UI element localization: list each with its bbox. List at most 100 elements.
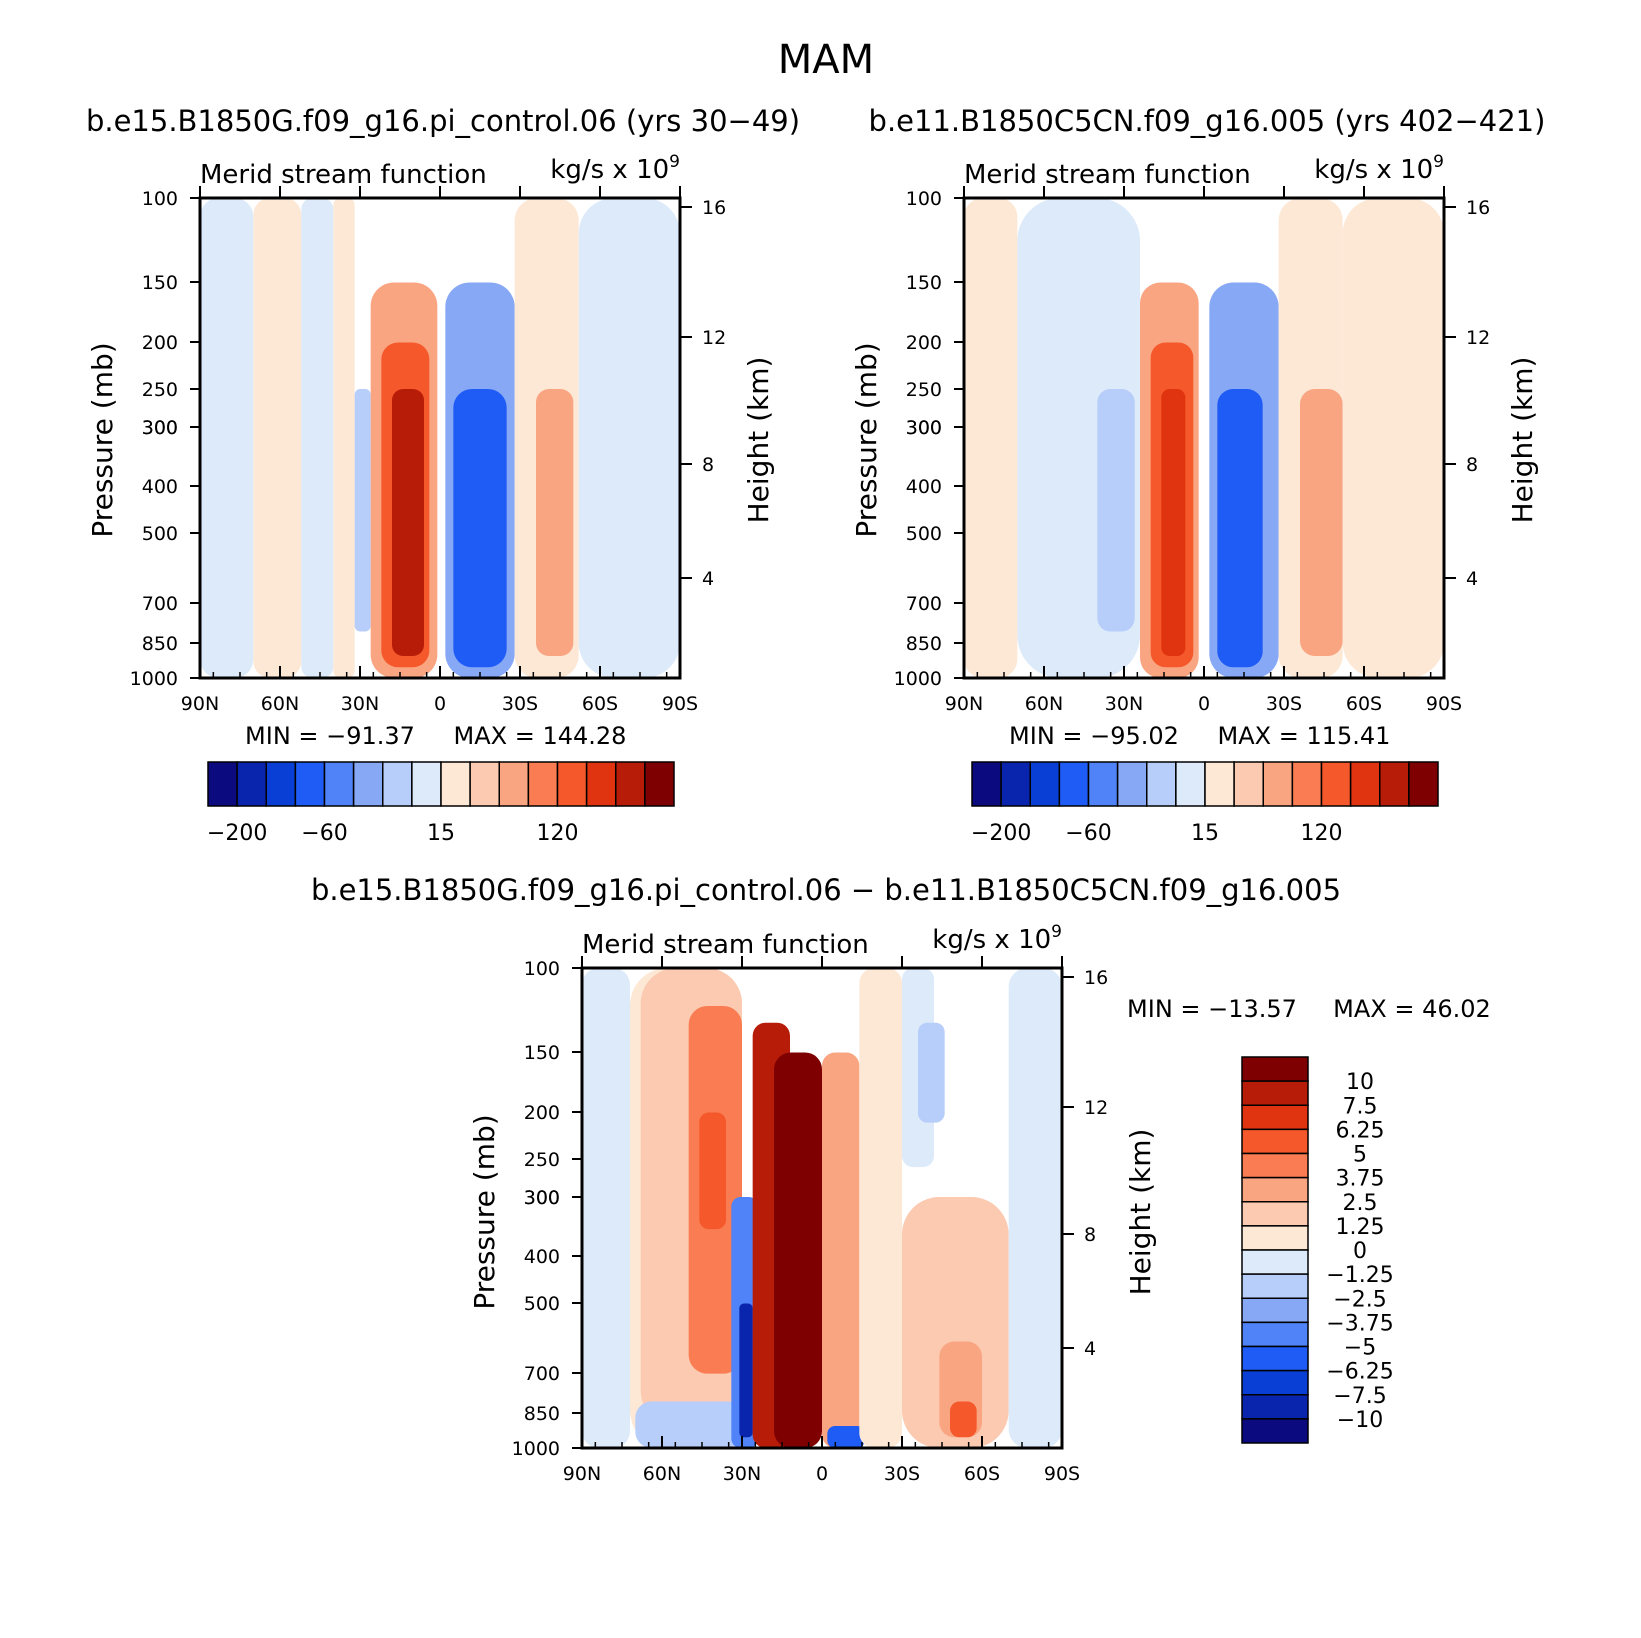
panel-1-colorbar: −200 −60 15 120 <box>207 761 675 846</box>
height-tick-label: 12 <box>1084 1097 1108 1119</box>
colorbar-swatch <box>1241 1080 1309 1106</box>
colorbar-label: 6.25 <box>1336 1118 1385 1143</box>
colorbar-swatch <box>1058 761 1090 807</box>
y-tick-label: 150 <box>142 272 178 294</box>
contour-cell-11 <box>827 1426 865 1448</box>
contour-cell-10 <box>822 1052 860 1448</box>
y-tick-label: 300 <box>524 1187 560 1209</box>
colorbar-swatch <box>1241 1297 1309 1324</box>
panel-1-title: b.e15.B1850G.f09_g16.pi_control.06 (yrs … <box>86 104 800 138</box>
colorbar-swatch <box>615 761 646 807</box>
contour-cell-2 <box>301 198 334 678</box>
y-tick-label: 700 <box>142 593 178 615</box>
y-tick-label: 100 <box>524 958 560 980</box>
height-tick-label: 8 <box>1084 1224 1096 1246</box>
panel-1-ylabel-right: Height (km) <box>742 357 775 524</box>
contour-cell-5 <box>635 1401 748 1448</box>
y-tick-label: 300 <box>906 417 942 439</box>
contour-cell-12 <box>859 968 902 1448</box>
colorbar-swatch <box>1233 761 1264 807</box>
contour-cell-0 <box>964 198 1018 678</box>
contour-cell-9 <box>1300 389 1343 657</box>
colorbar-label: 15 <box>1191 821 1219 846</box>
colorbar-label: −200 <box>971 821 1031 846</box>
y-tick-label: 850 <box>524 1403 560 1425</box>
panel-1: Merid stream function kg/s x 109 90N 60N 3… <box>86 152 775 846</box>
y-tick-label: 200 <box>906 332 942 354</box>
contour-cell-4 <box>699 1112 726 1230</box>
y-tick-label: 250 <box>524 1149 560 1171</box>
panel-3-plot: 90N 60N 30N 0 30S 60S 90S100150200250300300400… <box>512 956 1108 1485</box>
panel-3-title: b.e15.B1850G.f09_g16.pi_control.06 − b.e… <box>311 873 1341 907</box>
colorbar-label: 0 <box>1353 1239 1367 1264</box>
x-tick-label: 60S <box>1346 693 1382 715</box>
contour-cell-14 <box>918 1022 945 1123</box>
y-tick-label: 300 <box>142 417 178 439</box>
panel-1-max-label: MAX = 144.28 <box>454 722 627 750</box>
colorbar-swatch <box>382 761 413 807</box>
colorbar-label: −5 <box>1344 1336 1376 1361</box>
colorbar-label: 2.5 <box>1343 1191 1378 1216</box>
x-tick-label: 60N <box>1025 693 1063 715</box>
y-tick-label: 200 <box>142 332 178 354</box>
colorbar-label: 5 <box>1353 1143 1367 1168</box>
colorbar-label: −10 <box>1337 1408 1383 1433</box>
colorbar-swatch <box>1408 761 1439 807</box>
y-tick-label: 850 <box>142 633 178 655</box>
x-tick-label: 90N <box>181 693 219 715</box>
panel-2-max-label: MAX = 115.41 <box>1218 722 1391 750</box>
height-tick-label: 4 <box>702 568 714 590</box>
colorbar-swatch <box>1241 1225 1309 1251</box>
colorbar-swatch <box>1241 1104 1309 1131</box>
y-tick-label: 300 <box>524 1187 560 1209</box>
y-tick-label: 500 <box>142 523 178 545</box>
contour-cell-12 <box>578 198 680 678</box>
y-tick-label: 250 <box>906 379 942 401</box>
colorbar-swatch <box>1175 761 1206 807</box>
height-tick-label: 12 <box>1466 327 1490 349</box>
colorbar-swatch <box>1029 761 1061 807</box>
x-tick-label: 90S <box>1044 1463 1080 1485</box>
x-tick-label: 90N <box>945 693 983 715</box>
panel-2-plot: 90N 60N 30N 0 30S 60S 90S100150200250300300400… <box>894 186 1490 715</box>
colorbar-swatch <box>352 761 384 807</box>
colorbar-swatch <box>1146 761 1177 807</box>
colorbar-swatch <box>1241 1128 1309 1155</box>
colorbar-label: 7.5 <box>1343 1094 1378 1119</box>
colorbar-swatch <box>323 761 355 807</box>
colorbar-swatch <box>265 761 297 807</box>
colorbar-swatch <box>1241 1152 1309 1179</box>
x-tick-label: 60S <box>582 693 618 715</box>
panel-2-ylabel-right: Height (km) <box>1506 357 1539 524</box>
y-tick-label: 700 <box>524 1363 560 1385</box>
colorbar-swatch <box>1241 1056 1309 1082</box>
colorbar-swatch <box>440 761 471 807</box>
contour-cell-17 <box>950 1401 977 1438</box>
colorbar-swatch <box>1241 1176 1309 1203</box>
panel-1-units: kg/s x 109 <box>550 152 680 185</box>
panel-2-ylabel: Pressure (mb) <box>850 342 883 537</box>
contour-cell-9 <box>453 389 507 668</box>
contour-cell-0 <box>200 198 254 678</box>
colorbar-swatch <box>498 761 530 807</box>
colorbar-swatch <box>1241 1369 1309 1396</box>
colorbar-swatch <box>1241 1273 1309 1299</box>
panel-2-units: kg/s x 109 <box>1314 152 1444 185</box>
colorbar-swatch <box>1116 761 1148 807</box>
figure-title: MAM <box>778 37 874 83</box>
x-tick-label: 90N <box>563 1463 601 1485</box>
contour-cell-2 <box>1097 389 1135 632</box>
height-tick-label: 8 <box>1466 454 1478 476</box>
colorbar-label: 10 <box>1346 1070 1374 1095</box>
x-tick-label: 30N <box>1105 693 1143 715</box>
contour-cell-7 <box>739 1303 753 1438</box>
x-tick-label: 30N <box>341 693 379 715</box>
colorbar-label: 120 <box>1301 821 1343 846</box>
contour-cell-7 <box>392 389 424 657</box>
colorbar-swatch <box>1349 761 1381 807</box>
x-tick-label: 60S <box>964 1463 1000 1485</box>
x-tick-label: 90S <box>662 693 698 715</box>
colorbar-label: −7.5 <box>1333 1384 1386 1409</box>
y-tick-label: 700 <box>906 593 942 615</box>
y-tick-label: 150 <box>906 272 942 294</box>
